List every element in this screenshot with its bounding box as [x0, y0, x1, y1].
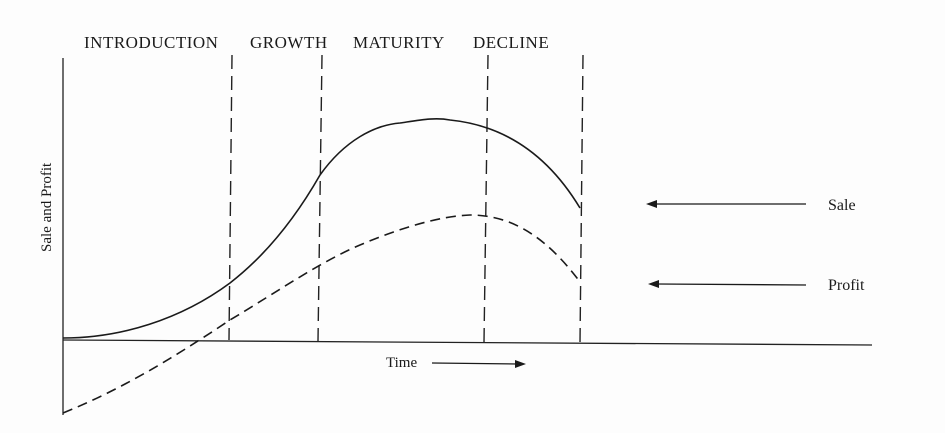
- profit-legend-arrow-line: [656, 283, 807, 286]
- time-arrow-line: [431, 362, 519, 365]
- stage-divider-maturity-decline: [483, 54, 489, 343]
- sale-curve: [62, 117, 581, 339]
- stage-label-introduction: INTRODUCTION: [84, 33, 218, 52]
- x-axis-label: Time: [386, 355, 417, 371]
- stage-label-maturity: MATURITY: [353, 33, 445, 52]
- profit-legend-label: Profit: [828, 277, 865, 294]
- y-axis-label: Sale and Profit: [39, 162, 55, 252]
- profit-legend-arrow-head: [648, 280, 659, 288]
- stage-divider-decline-end: [579, 54, 584, 344]
- stage-divider-introduction-growth: [228, 54, 233, 341]
- time-arrow-head: [515, 360, 526, 368]
- sale-legend-arrow-head: [646, 200, 657, 208]
- stage-label-decline: DECLINE: [473, 33, 549, 52]
- sale-legend-label: Sale: [828, 197, 856, 214]
- stage-divider-growth-maturity: [317, 54, 323, 342]
- stage-label-growth: GROWTH: [250, 33, 328, 52]
- profit-curve: [62, 214, 581, 414]
- x-axis: [62, 339, 873, 346]
